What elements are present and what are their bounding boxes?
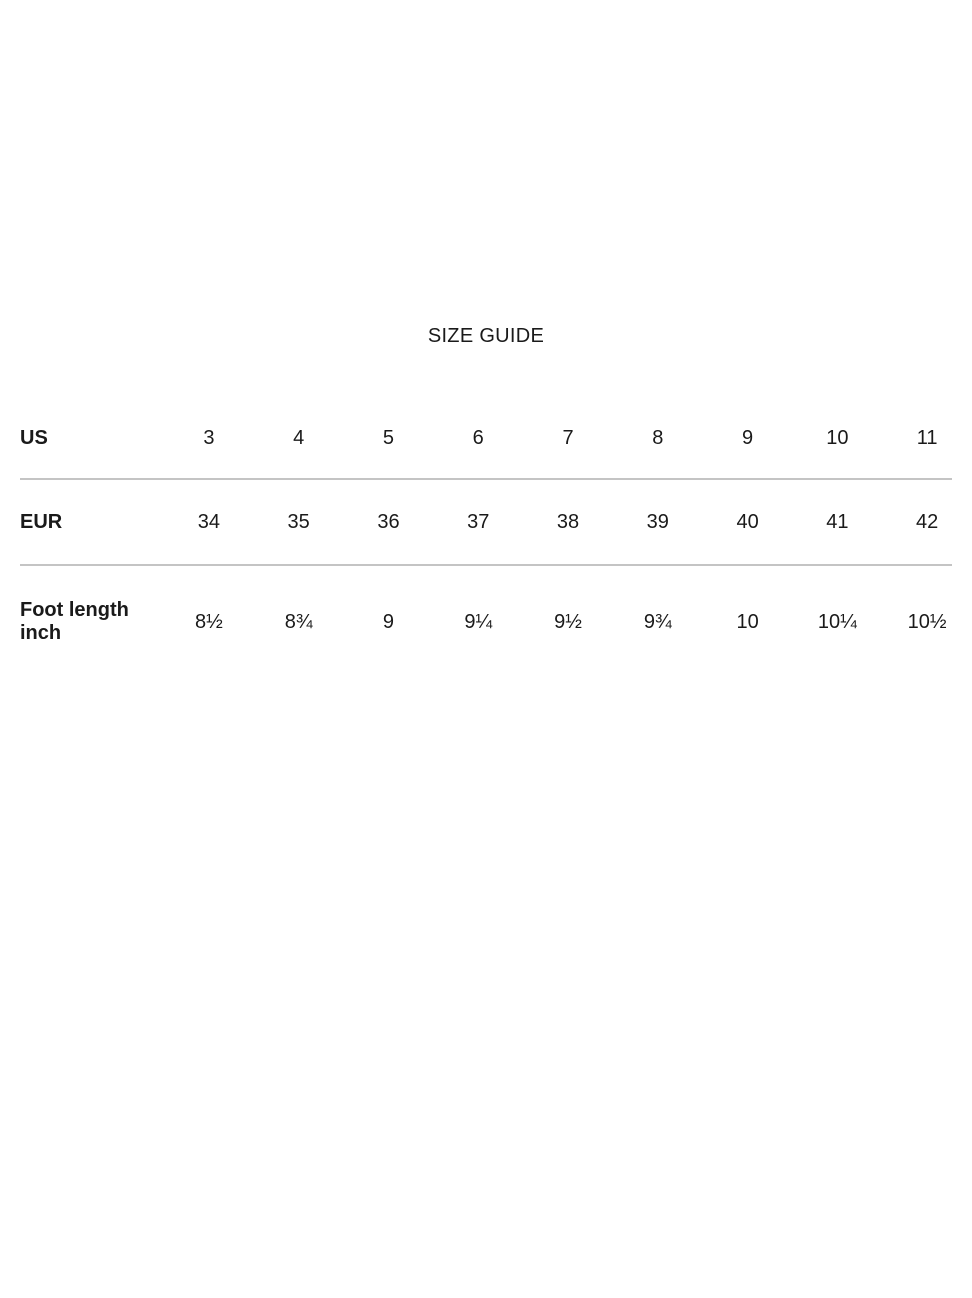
size-cell: 36 [377, 510, 400, 533]
size-cell: 6 [472, 426, 484, 449]
size-cell: 34 [197, 510, 221, 533]
size-cell: 9 [742, 426, 754, 449]
row-label-eur: EUR [20, 510, 63, 533]
size-cell: 42 [916, 510, 939, 533]
row-divider [20, 564, 952, 566]
row-label-us: US [20, 426, 48, 449]
size-cell: 10 [826, 426, 849, 449]
size-cell: 8 [652, 426, 664, 449]
size-cell: 35 [287, 510, 310, 533]
row-label-foot-length: Foot length inch [20, 599, 129, 644]
page-title: SIZE GUIDE [427, 325, 545, 347]
size-cell: 9 [382, 610, 395, 633]
size-cell: 8½ [194, 610, 223, 633]
table-row-us: US 3 4 5 6 7 8 9 10 11 [0, 398, 972, 478]
row-divider [20, 478, 952, 480]
size-cell: 8¾ [284, 610, 313, 633]
table-row-eur: EUR 34 35 36 37 38 39 40 41 42 [0, 480, 972, 564]
size-cell: 41 [826, 510, 849, 533]
size-cell: 9¼ [464, 610, 493, 633]
size-cell: 39 [646, 510, 669, 533]
size-cell: 40 [736, 510, 759, 533]
size-cell: 9½ [554, 610, 582, 633]
size-cell: 9¾ [643, 610, 672, 633]
table-row-foot-length: Foot length inch 8½ 8¾ 9 9¼ 9½ 9¾ 10 10¼… [0, 566, 972, 678]
size-cell: 11 [916, 426, 938, 449]
size-cell: 10 [736, 610, 759, 633]
size-cell: 38 [556, 510, 580, 533]
size-cell: 3 [203, 426, 215, 449]
size-cell: 10½ [907, 610, 947, 633]
size-cell: 10¼ [817, 610, 857, 633]
size-cell: 4 [293, 426, 305, 449]
size-guide-table: US 3 4 5 6 7 8 9 10 11 EUR 34 35 36 37 3… [0, 398, 972, 678]
size-cell: 7 [562, 426, 574, 449]
size-cell: 5 [382, 426, 395, 449]
size-cell: 37 [467, 510, 490, 533]
